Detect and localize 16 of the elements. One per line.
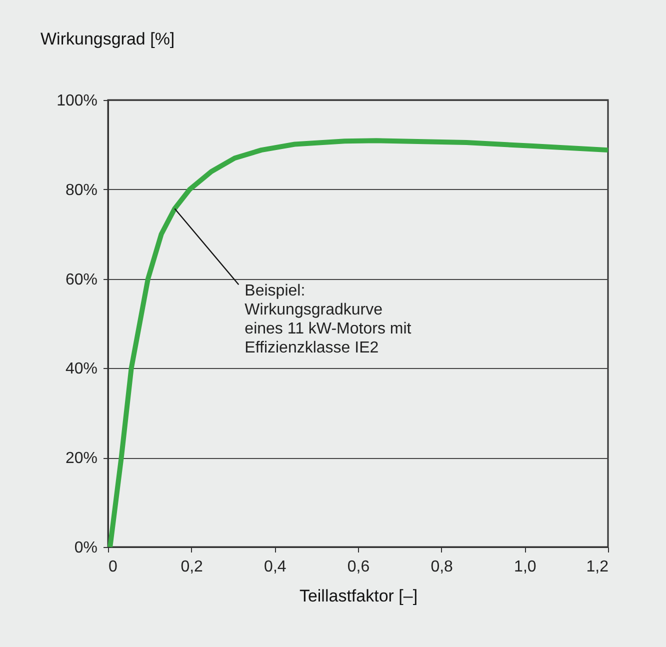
- y-tick-label: 20%: [65, 450, 98, 468]
- x-tick-label: 0,2: [180, 558, 204, 576]
- y-axis-title: Wirkungsgrad [%]: [40, 30, 175, 48]
- x-tick-label: 0,8: [430, 558, 454, 576]
- y-tick-label: 60%: [65, 271, 98, 288]
- x-axis-title: Teillastfaktor [–]: [299, 586, 418, 606]
- annotation: Beispiel: Wirkungsgradkurve eines 11 kW-Motors mit Effizienzklasse IE2: [244, 282, 412, 357]
- y-tick-label: 100%: [56, 92, 98, 110]
- x-tick-label: 1,0: [514, 558, 536, 576]
- y-tick-label: 0%: [74, 540, 98, 556]
- x-tick-label: 0: [108, 558, 118, 576]
- x-tick-label: 1,2: [586, 558, 609, 576]
- x-tick-label: 0,6: [347, 558, 370, 576]
- y-tick-label: 80%: [65, 182, 98, 199]
- x-tick-label: 0,4: [264, 558, 286, 576]
- y-tick-label: 40%: [65, 360, 98, 378]
